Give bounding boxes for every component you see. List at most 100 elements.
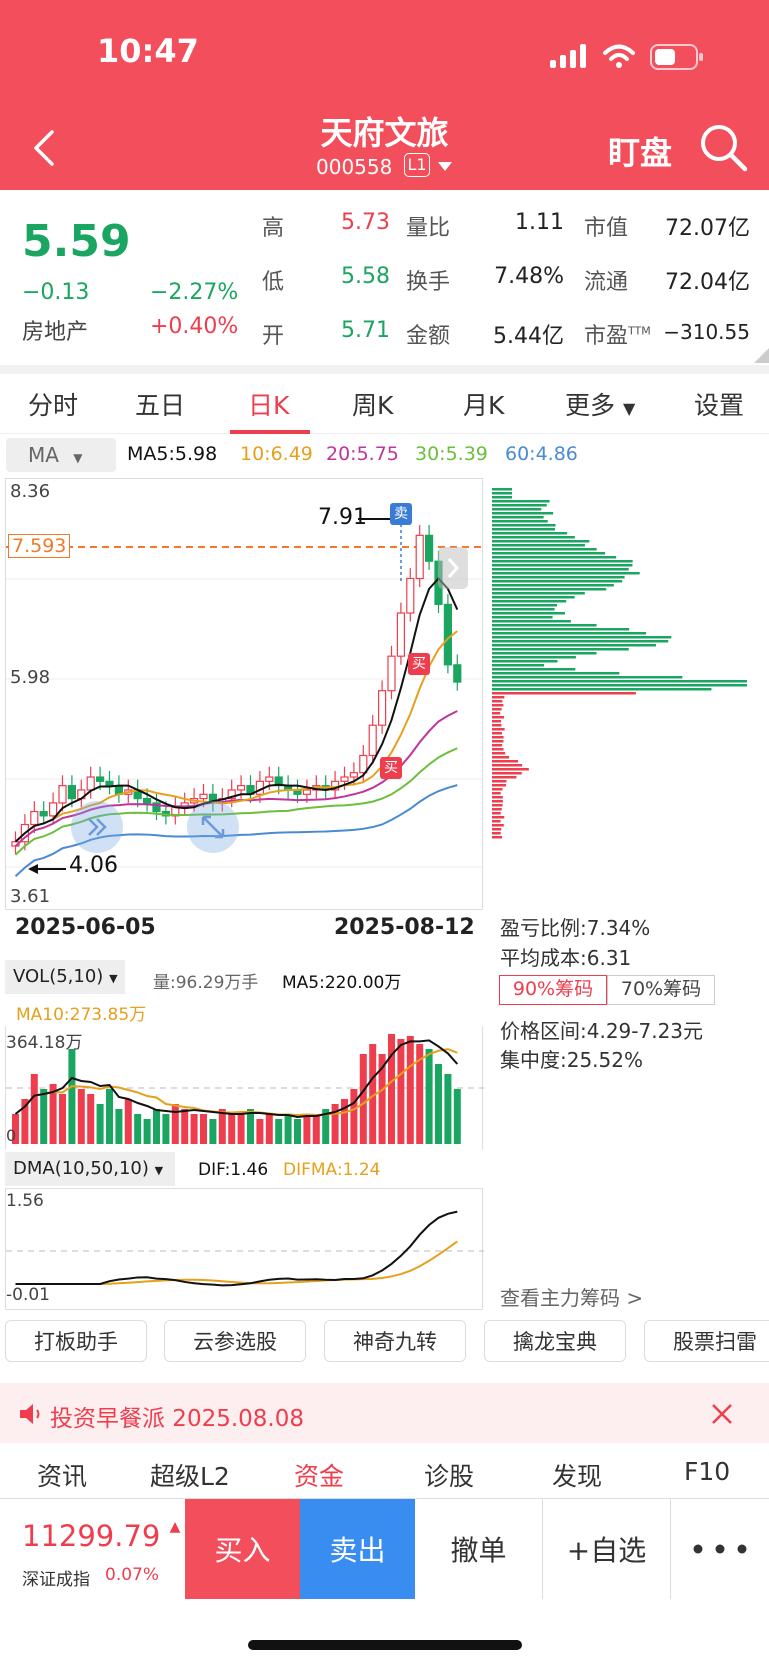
tab-funds[interactable]: 资金 xyxy=(294,1457,344,1493)
tab-discover[interactable]: 发现 xyxy=(552,1457,602,1493)
scroll-right-button[interactable] xyxy=(438,547,468,589)
expand-corner-icon[interactable] xyxy=(754,348,769,363)
expand-icon xyxy=(187,801,239,853)
tab-settings[interactable]: 设置 xyxy=(694,386,744,422)
label-amount: 金额 xyxy=(406,318,450,350)
search-icon[interactable] xyxy=(698,122,750,174)
close-icon[interactable] xyxy=(710,1402,734,1426)
stock-code: 000558 xyxy=(316,155,392,179)
candle-body xyxy=(31,812,38,825)
buy-button[interactable]: 买入 xyxy=(185,1499,300,1599)
low-price-label: 4.06 xyxy=(69,853,118,878)
chip-90-button[interactable]: 90%筹码 xyxy=(499,975,607,1005)
tab-diagnosis[interactable]: 诊股 xyxy=(424,1457,474,1493)
chip-bar xyxy=(492,768,529,771)
chip-70-button[interactable]: 70%筹码 xyxy=(607,975,715,1005)
index-value[interactable]: 11299.79 ▲ xyxy=(22,1519,180,1553)
action-bar: 11299.79 ▲ 深证成指 0.07% 买入 卖出 撤单 +自选 xyxy=(0,1498,769,1598)
candle-body xyxy=(97,777,104,781)
chip-bar xyxy=(492,740,503,743)
tab-monthly-k[interactable]: 月K xyxy=(463,386,504,422)
candle-body xyxy=(303,790,310,794)
tab-super-l2[interactable]: 超级L2 xyxy=(150,1457,230,1493)
scroll-left-button[interactable] xyxy=(71,801,123,853)
candle-body xyxy=(266,777,273,781)
tool-nine-turns[interactable]: 神奇九转 xyxy=(324,1320,466,1362)
tab-f10[interactable]: F10 xyxy=(684,1457,730,1486)
level-badge[interactable]: L1 xyxy=(404,153,430,177)
fullscreen-button[interactable] xyxy=(187,801,239,853)
ma-selector[interactable]: MA ▼ xyxy=(6,438,116,472)
price-change-pct: −2.27% xyxy=(150,280,238,305)
dma-difma: DIFMA:1.24 xyxy=(283,1160,380,1180)
dma-chart[interactable]: 1.56 -0.01 xyxy=(5,1188,483,1310)
index-name: 深证成指 xyxy=(22,1565,90,1590)
news-text[interactable]: 投资早餐派 2025.08.08 xyxy=(50,1399,304,1433)
quote-panel: 5.59 −0.13 −2.27% 房地产 +0.40% 高 5.73 量比 1… xyxy=(0,190,769,365)
tool-stock-picker[interactable]: 云参选股 xyxy=(164,1320,306,1362)
label-open: 开 xyxy=(262,318,284,350)
more-dots-icon xyxy=(690,1543,750,1555)
chip-bar xyxy=(492,820,501,823)
sell-marker[interactable]: 卖 xyxy=(390,503,412,525)
tab-news[interactable]: 资讯 xyxy=(37,1457,87,1493)
candle-body xyxy=(50,803,57,816)
buy-marker[interactable]: 买 xyxy=(408,653,430,675)
low-arrowhead xyxy=(28,864,38,874)
candle-body xyxy=(40,812,47,816)
main-chips-link[interactable]: 查看主力筹码 > xyxy=(500,1282,643,1311)
volume-bar xyxy=(134,1114,141,1144)
tool-board-helper[interactable]: 打板助手 xyxy=(5,1320,147,1362)
tab-intraday[interactable]: 分时 xyxy=(28,386,78,422)
vol-qty: 量:96.29万手 xyxy=(153,968,258,993)
cancel-order-button[interactable]: 撤单 xyxy=(415,1499,543,1599)
vol-selector[interactable]: VOL(5,10) ▼ xyxy=(5,960,125,994)
y-axis-top: 8.36 xyxy=(10,481,50,502)
tool-stock-scan[interactable]: 股票扫雷 xyxy=(644,1320,769,1362)
tab-daily-k[interactable]: 日K xyxy=(248,386,289,422)
tab-more[interactable]: 更多 ▼ xyxy=(565,386,635,422)
chip-bar xyxy=(492,512,553,515)
high-price-label: 7.91 xyxy=(318,505,367,530)
volume-bar xyxy=(266,1114,273,1144)
volume-chart[interactable]: 364.18万 0 xyxy=(5,1026,483,1150)
double-chevron-icon xyxy=(71,801,123,853)
volume-bar xyxy=(87,1094,94,1144)
candle-body xyxy=(350,773,357,777)
watch-button[interactable]: 盯盘 xyxy=(608,128,672,174)
sector-name[interactable]: 房地产 xyxy=(22,314,88,346)
tab-active-indicator xyxy=(230,430,310,434)
chip-bar xyxy=(492,524,556,527)
add-favorite-button[interactable]: +自选 xyxy=(543,1499,671,1599)
dropdown-arrow-icon: ▼ xyxy=(155,1164,163,1177)
candle-body xyxy=(454,665,461,682)
tab-weekly-k[interactable]: 周K xyxy=(352,386,393,422)
tab-five-day[interactable]: 五日 xyxy=(135,386,185,422)
volume-bar xyxy=(360,1054,367,1144)
volume-bar xyxy=(397,1039,404,1144)
index-pct: 0.07% xyxy=(105,1565,159,1585)
chip-bar xyxy=(492,492,512,495)
tool-dragon-book[interactable]: 擒龙宝典 xyxy=(484,1320,626,1362)
battery-icon xyxy=(650,44,704,70)
dma-selector[interactable]: DMA(10,50,10) ▼ xyxy=(5,1152,175,1186)
y-axis-mid: 5.98 xyxy=(10,667,50,688)
news-banner[interactable]: 投资早餐派 2025.08.08 xyxy=(0,1383,769,1443)
sell-button[interactable]: 卖出 xyxy=(300,1499,415,1599)
date-start: 2025-06-05 xyxy=(15,915,156,940)
chip-bar xyxy=(492,640,668,643)
buy-marker[interactable]: 买 xyxy=(380,757,402,779)
more-menu-button[interactable] xyxy=(671,1499,769,1599)
value-high: 5.73 xyxy=(300,210,390,235)
candle-body xyxy=(144,799,151,803)
volume-bar xyxy=(313,1114,320,1144)
chip-bar xyxy=(492,804,503,807)
dropdown-arrow-icon: ▼ xyxy=(73,451,82,465)
dma-svg xyxy=(6,1189,484,1311)
dropdown-arrow-icon[interactable] xyxy=(438,162,452,172)
volume-bar xyxy=(303,1114,310,1144)
chip-bar xyxy=(492,756,509,759)
kline-chart[interactable]: 8.36 7.593 5.98 3.61 7.91 4.06 卖 买 买 xyxy=(5,478,483,910)
chip-distribution[interactable] xyxy=(490,478,769,898)
volume-bar xyxy=(106,1089,113,1144)
